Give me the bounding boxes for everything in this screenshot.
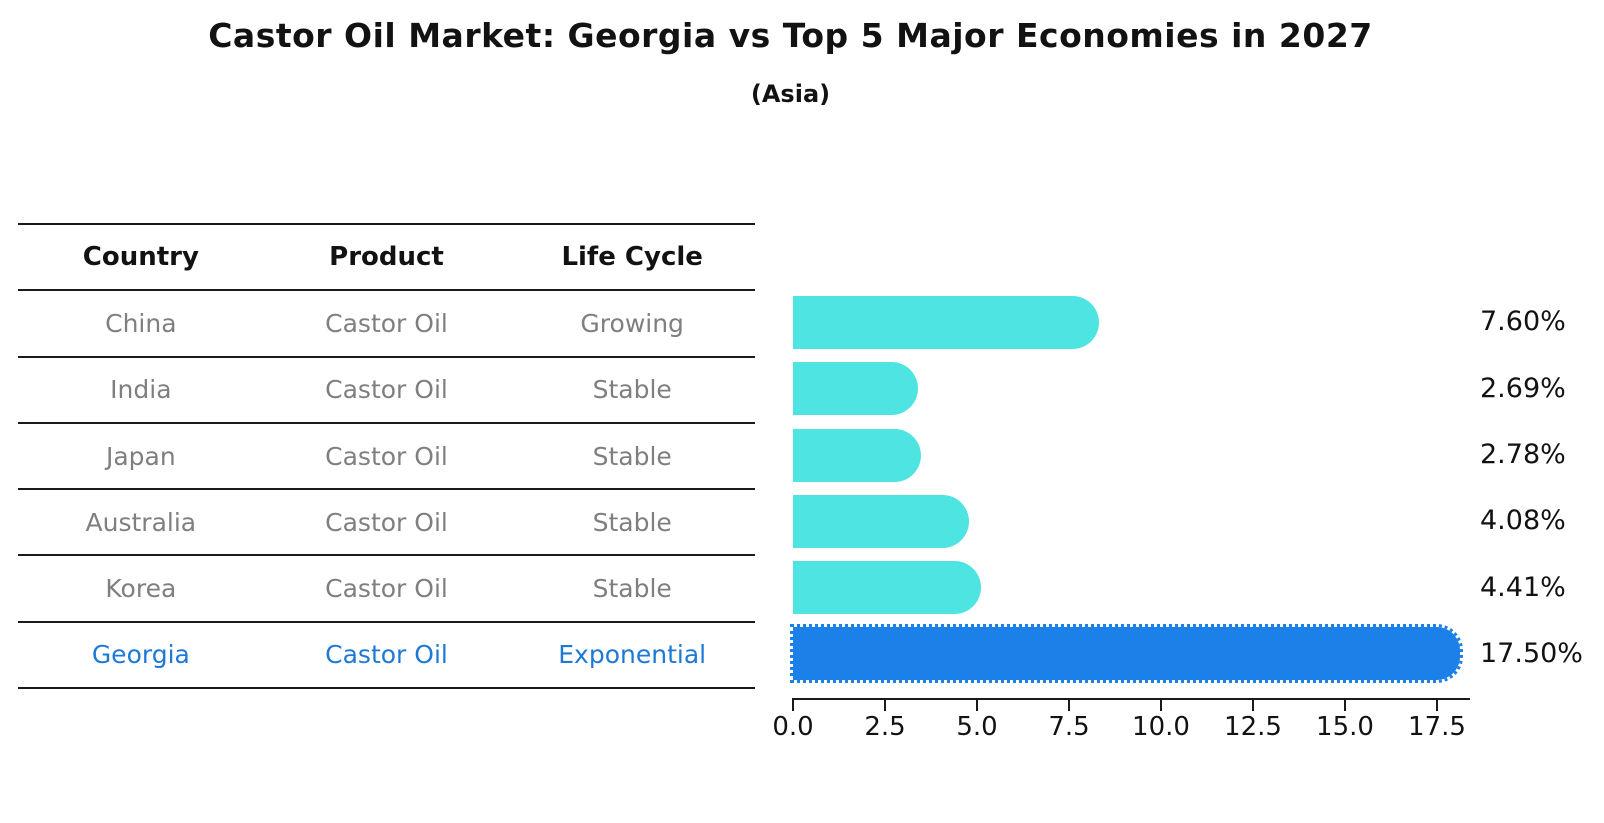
table-cell-life-cycle: Growing — [580, 308, 684, 338]
table-cell-product: Castor Oil — [325, 375, 448, 405]
x-tick — [976, 698, 978, 711]
x-tick-label: 2.5 — [864, 712, 906, 742]
x-tick-label: 7.5 — [1048, 712, 1090, 742]
x-tick-label: 5.0 — [956, 712, 998, 742]
table-row: China Castor Oil Growing — [18, 291, 755, 358]
x-tick-label: 0.0 — [772, 712, 814, 742]
bar — [793, 428, 922, 482]
table-body: China Castor Oil Growing India Castor Oil Sta… — [18, 291, 755, 690]
x-tick-label: 17.5 — [1408, 712, 1466, 742]
x-tick-label: 15.0 — [1316, 712, 1374, 742]
table-header-product: Product — [329, 242, 444, 273]
x-tick — [1252, 698, 1254, 711]
table-cell-product: Castor Oil — [325, 507, 448, 537]
x-tick — [1068, 698, 1070, 711]
table-cell-country: India — [110, 375, 172, 405]
x-tick — [792, 698, 794, 711]
x-tick — [1436, 698, 1438, 711]
table-header-life-cycle: Life Cycle — [561, 242, 703, 273]
value-label: 2.78% — [1480, 439, 1566, 471]
x-tick-label: 10.0 — [1132, 712, 1190, 742]
table-cell-country: Japan — [105, 441, 176, 471]
bar — [793, 494, 970, 548]
value-label: 7.60% — [1480, 306, 1566, 338]
value-label: 17.50% — [1480, 637, 1583, 669]
table-row: India Castor Oil Stable — [18, 358, 755, 424]
table-cell-country: Korea — [105, 574, 177, 604]
table-header-country: Country — [82, 242, 199, 273]
x-tick — [884, 698, 886, 711]
value-label: 4.41% — [1480, 571, 1566, 603]
table-cell-life-cycle: Stable — [592, 375, 672, 405]
bar — [793, 561, 982, 615]
table-row: Georgia Castor Oil Exponential — [18, 623, 755, 690]
table-cell-country: China — [105, 308, 177, 338]
x-tick — [1344, 698, 1346, 711]
bar — [793, 362, 918, 416]
x-tick-label: 12.5 — [1224, 712, 1282, 742]
table-cell-country: Australia — [85, 507, 197, 537]
table-cell-life-cycle: Stable — [592, 507, 672, 537]
table-cell-product: Castor Oil — [325, 640, 448, 670]
table-cell-product: Castor Oil — [325, 574, 448, 604]
table-cell-life-cycle: Stable — [592, 441, 672, 471]
bar — [793, 295, 1099, 349]
table-cell-product: Castor Oil — [325, 441, 448, 471]
comparison-table: Country Product Life Cycle China Castor O… — [18, 223, 755, 690]
table-row: Korea Castor Oil Stable — [18, 556, 755, 623]
chart-title: Castor Oil Market: Georgia vs Top 5 Majo… — [208, 16, 1373, 55]
table-cell-country: Georgia — [91, 640, 190, 670]
value-label: 2.69% — [1480, 372, 1566, 404]
table-cell-life-cycle: Stable — [592, 574, 672, 604]
table-header-row: Country Product Life Cycle — [18, 225, 755, 292]
table-row: Australia Castor Oil Stable — [18, 490, 755, 557]
x-tick — [1160, 698, 1162, 711]
highlight-bar — [790, 624, 1463, 684]
table-cell-product: Castor Oil — [325, 308, 448, 338]
table-row: Japan Castor Oil Stable — [18, 424, 755, 491]
value-label: 4.08% — [1480, 505, 1566, 537]
table-cell-life-cycle: Exponential — [558, 640, 707, 670]
x-axis-line — [793, 698, 1470, 700]
chart-subtitle: (Asia) — [750, 80, 831, 108]
